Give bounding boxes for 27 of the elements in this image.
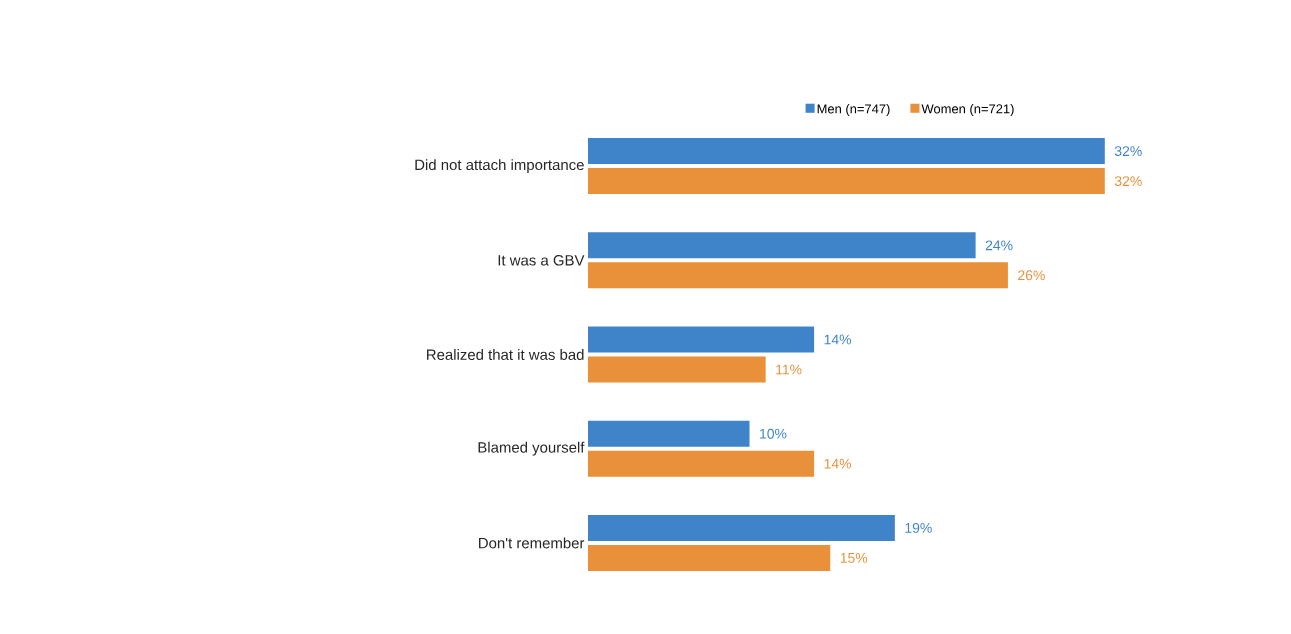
data-label: 14% (824, 458, 852, 469)
bar (588, 514, 895, 541)
y-tick-label: Blamed yourself (478, 441, 585, 456)
bar (588, 138, 1105, 165)
data-label: 32% (1114, 176, 1142, 187)
legend-label: Women (n=721) (921, 103, 1014, 117)
data-label: 15% (840, 552, 868, 563)
legend-label: Men (n=747) (817, 103, 890, 117)
bar (588, 420, 750, 447)
bar (588, 450, 815, 477)
bar (588, 168, 1105, 195)
y-tick-label: Realized that it was bad (427, 349, 584, 360)
y-tick-label: Did not attach importance (415, 159, 584, 174)
data-label: 32% (1114, 146, 1142, 157)
data-label: 14% (824, 334, 852, 345)
bar (588, 544, 831, 571)
data-label: 24% (985, 240, 1013, 251)
y-tick-label: It was a GBV (498, 255, 585, 266)
data-label: 10% (760, 428, 787, 439)
bar (588, 232, 976, 259)
bar (588, 356, 766, 383)
data-label: 19% (905, 522, 932, 533)
data-label: 11% (776, 364, 802, 375)
y-tick-label: Don't remember (479, 537, 585, 549)
bar (588, 262, 1008, 289)
bar (588, 326, 815, 353)
data-label: 26% (1018, 270, 1045, 281)
